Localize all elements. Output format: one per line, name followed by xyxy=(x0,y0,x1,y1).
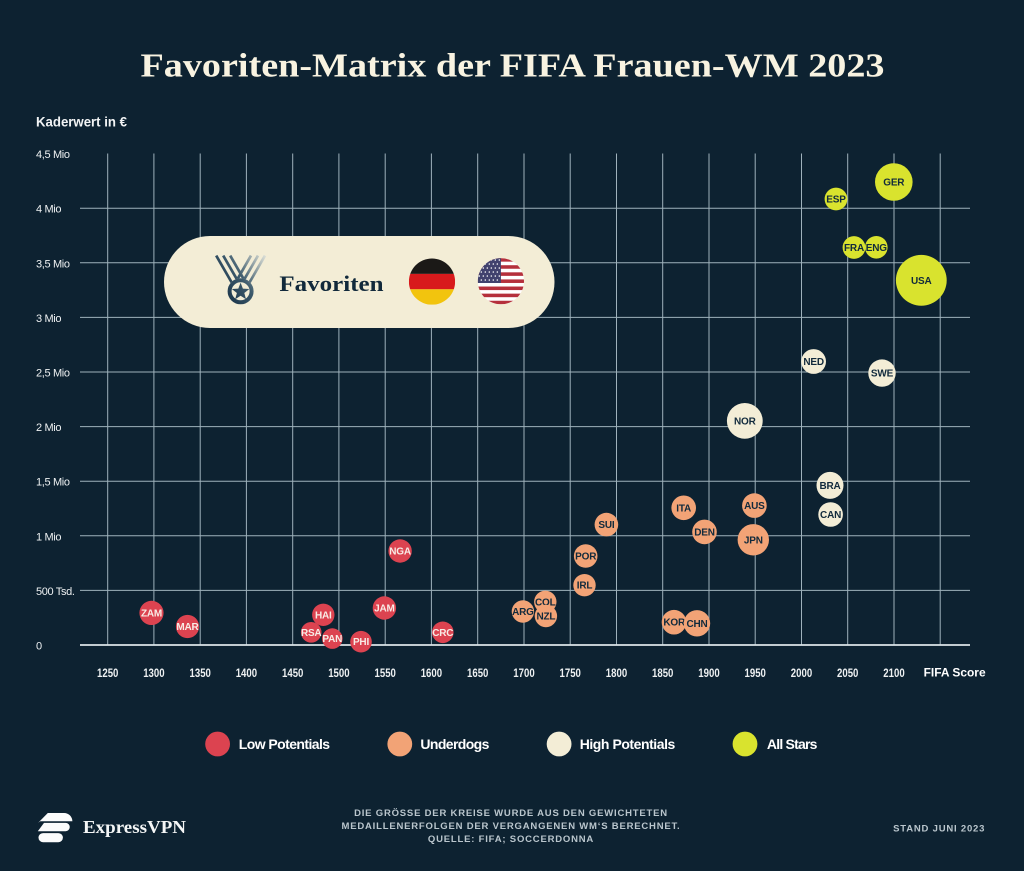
svg-text:SWE: SWE xyxy=(871,369,894,380)
svg-text:1 Mio: 1 Mio xyxy=(36,531,61,543)
svg-text:MAR: MAR xyxy=(176,622,199,633)
svg-text:0: 0 xyxy=(36,641,42,653)
svg-text:CRC: CRC xyxy=(432,628,453,639)
svg-text:NOR: NOR xyxy=(734,416,757,427)
svg-text:1950: 1950 xyxy=(745,668,766,680)
svg-text:1900: 1900 xyxy=(698,668,719,680)
svg-text:1550: 1550 xyxy=(375,668,396,680)
svg-text:Favoriten: Favoriten xyxy=(279,271,383,296)
svg-text:1500: 1500 xyxy=(328,668,349,680)
svg-text:500 Tsd.: 500 Tsd. xyxy=(36,586,75,598)
svg-text:DEN: DEN xyxy=(694,527,715,538)
svg-text:GER: GER xyxy=(883,178,905,189)
svg-text:2100: 2100 xyxy=(883,668,904,680)
svg-text:NZL: NZL xyxy=(536,612,555,623)
svg-text:ENG: ENG xyxy=(866,243,887,254)
svg-text:1400: 1400 xyxy=(236,668,257,680)
svg-text:CHN: CHN xyxy=(686,619,707,630)
svg-text:ExpressVPN: ExpressVPN xyxy=(83,817,186,837)
svg-text:STAND JUNI 2023: STAND JUNI 2023 xyxy=(893,824,985,835)
svg-text:2,5 Mio: 2,5 Mio xyxy=(36,368,70,380)
svg-text:All Stars: All Stars xyxy=(767,736,818,752)
svg-text:ARG: ARG xyxy=(512,607,534,618)
svg-text:Underdogs: Underdogs xyxy=(420,736,489,752)
svg-text:Low Potentials: Low Potentials xyxy=(239,736,331,752)
svg-text:JAM: JAM xyxy=(374,604,395,615)
svg-text:POR: POR xyxy=(575,552,597,563)
svg-text:KOR: KOR xyxy=(663,618,686,629)
svg-text:2000: 2000 xyxy=(791,668,812,680)
svg-text:4 Mio: 4 Mio xyxy=(36,204,61,216)
svg-text:RSA: RSA xyxy=(301,628,322,639)
svg-text:1,5 Mio: 1,5 Mio xyxy=(36,477,70,489)
svg-text:PAN: PAN xyxy=(322,634,342,645)
svg-text:1450: 1450 xyxy=(282,668,303,680)
svg-text:BRA: BRA xyxy=(819,481,840,492)
svg-text:1650: 1650 xyxy=(467,668,488,680)
svg-text:1600: 1600 xyxy=(421,668,442,680)
svg-text:2050: 2050 xyxy=(837,668,858,680)
svg-text:ESP: ESP xyxy=(826,195,846,206)
svg-text:JPN: JPN xyxy=(744,535,763,546)
svg-text:High Potentials: High Potentials xyxy=(580,736,676,752)
svg-text:1850: 1850 xyxy=(652,668,673,680)
svg-text:IRL: IRL xyxy=(577,581,593,592)
svg-text:CAN: CAN xyxy=(820,510,841,521)
svg-text:DIE GRÖSSE DER KREISE WURDE AU: DIE GRÖSSE DER KREISE WURDE AUS DEN GEWI… xyxy=(354,808,668,819)
svg-text:HAI: HAI xyxy=(315,610,332,621)
svg-text:ITA: ITA xyxy=(676,503,691,514)
svg-text:NED: NED xyxy=(803,357,824,368)
svg-text:ZAM: ZAM xyxy=(141,608,162,619)
svg-text:3 Mio: 3 Mio xyxy=(36,313,61,325)
svg-text:QUELLE: FIFA; SOCCERDONNA: QUELLE: FIFA; SOCCERDONNA xyxy=(428,834,594,845)
svg-text:COL: COL xyxy=(535,597,556,608)
svg-text:1750: 1750 xyxy=(560,668,581,680)
svg-text:FRA: FRA xyxy=(844,243,864,254)
svg-text:SUI: SUI xyxy=(598,520,614,531)
svg-text:Kaderwert in €: Kaderwert in € xyxy=(36,114,127,130)
svg-text:1250: 1250 xyxy=(97,668,118,680)
svg-text:1700: 1700 xyxy=(513,668,534,680)
svg-text:2 Mio: 2 Mio xyxy=(36,422,61,434)
svg-text:USA: USA xyxy=(911,276,932,287)
svg-text:FIFA Score: FIFA Score xyxy=(924,666,986,680)
svg-text:MEDAILLENERFOLGEN DER VERGANGE: MEDAILLENERFOLGEN DER VERGANGENEN WM‘S B… xyxy=(342,821,681,832)
svg-text:NGA: NGA xyxy=(389,547,411,558)
svg-text:Favoriten-Matrix der FIFA Frau: Favoriten-Matrix der FIFA Frauen-WM 2023 xyxy=(141,48,885,85)
svg-text:1800: 1800 xyxy=(606,668,627,680)
svg-text:AUS: AUS xyxy=(744,501,765,512)
svg-text:PHI: PHI xyxy=(353,637,369,648)
svg-text:4,5 Mio: 4,5 Mio xyxy=(36,149,70,161)
svg-text:1300: 1300 xyxy=(143,668,164,680)
svg-text:1350: 1350 xyxy=(190,668,211,680)
svg-text:3,5 Mio: 3,5 Mio xyxy=(36,258,70,270)
